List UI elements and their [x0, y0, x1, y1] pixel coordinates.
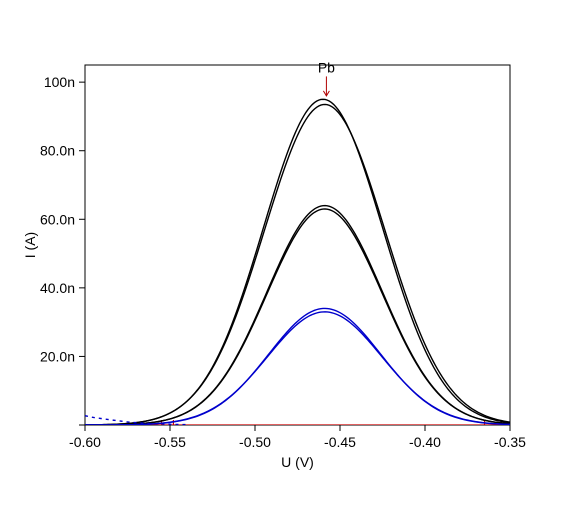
- chart-container: -0.60 -0.55 -0.50 -0.45 -0.40 -0.35 U (V) 20.0n…: [0, 0, 567, 506]
- x-tick-label: -0.50: [239, 434, 271, 450]
- x-axis-label: U (V): [281, 454, 314, 470]
- y-tick-label: 20.0n: [40, 348, 75, 364]
- x-tick-label: -0.55: [154, 434, 186, 450]
- y-tick-label: 40.0n: [40, 280, 75, 296]
- y-tick-label: 60.0n: [40, 211, 75, 227]
- y-axis-label: I (A): [22, 232, 38, 258]
- y-tick-label: 80.0n: [40, 143, 75, 159]
- x-tick-label: -0.40: [409, 434, 441, 450]
- voltammogram-chart: -0.60 -0.55 -0.50 -0.45 -0.40 -0.35 U (V) 20.0n…: [0, 0, 567, 506]
- x-tick-label: -0.35: [494, 434, 526, 450]
- x-tick-label: -0.45: [324, 434, 356, 450]
- peak-label: Pb: [318, 59, 335, 75]
- x-tick-label: -0.60: [69, 434, 101, 450]
- y-tick-label: 100n: [44, 74, 75, 90]
